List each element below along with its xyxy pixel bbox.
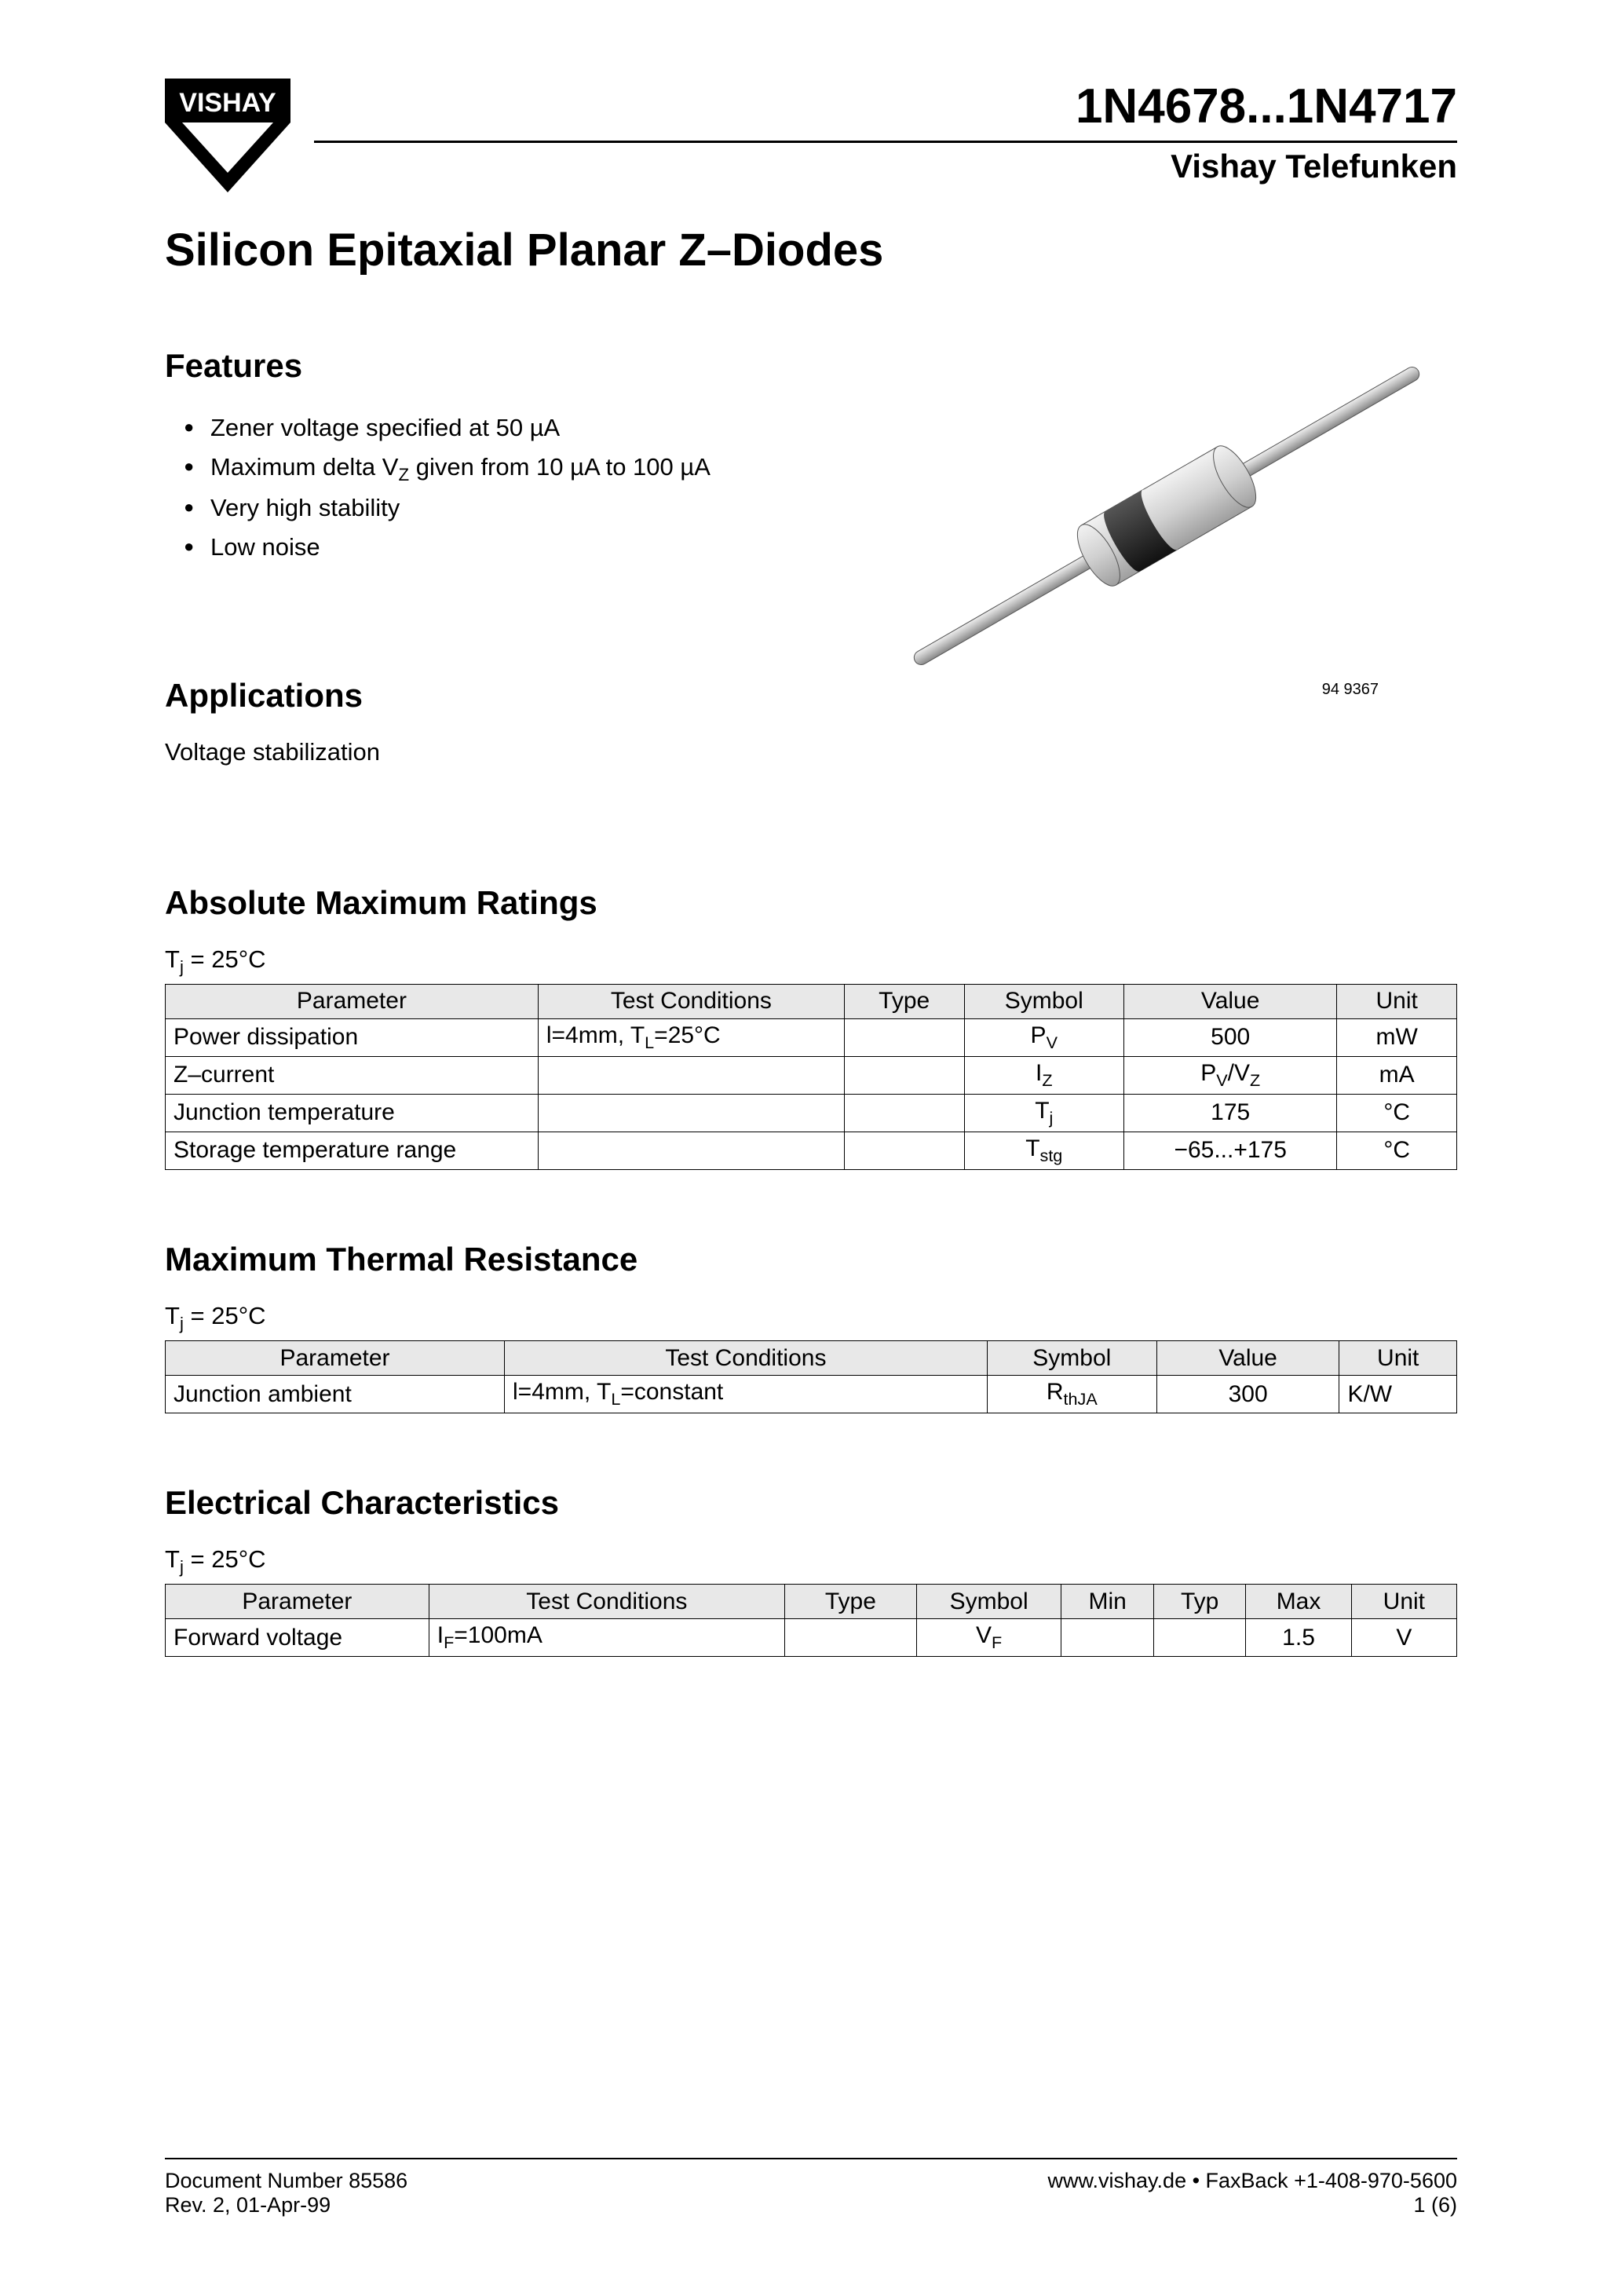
col-header: Test Conditions bbox=[429, 1585, 784, 1619]
feature-item: Low noise bbox=[184, 528, 829, 567]
thermal-condition: Tj = 25°C bbox=[165, 1302, 1457, 1334]
applications-heading: Applications bbox=[165, 677, 829, 715]
table-row: Forward voltage IF=100mA VF 1.5 V bbox=[166, 1619, 1457, 1657]
table-row: Power dissipation l=4mm, TL=25°C PV 500 … bbox=[166, 1018, 1457, 1056]
ratings-table: Parameter Test Conditions Type Symbol Va… bbox=[165, 984, 1457, 1170]
page-number: 1 (6) bbox=[1048, 2193, 1457, 2217]
brand-subtitle: Vishay Telefunken bbox=[314, 148, 1457, 185]
page-footer: Document Number 85586 Rev. 2, 01-Apr-99 … bbox=[165, 2158, 1457, 2217]
electrical-heading: Electrical Characteristics bbox=[165, 1484, 1457, 1522]
ratings-heading: Absolute Maximum Ratings bbox=[165, 884, 1457, 922]
col-header: Value bbox=[1156, 1341, 1339, 1376]
col-header: Unit bbox=[1337, 984, 1457, 1018]
footer-url: www.vishay.de • FaxBack +1-408-970-5600 bbox=[1048, 2169, 1457, 2193]
thermal-heading: Maximum Thermal Resistance bbox=[165, 1241, 1457, 1278]
col-header: Typ bbox=[1153, 1585, 1245, 1619]
col-header: Max bbox=[1246, 1585, 1351, 1619]
electrical-section: Electrical Characteristics Tj = 25°C Par… bbox=[165, 1484, 1457, 1657]
thermal-table: Parameter Test Conditions Symbol Value U… bbox=[165, 1340, 1457, 1413]
col-header: Type bbox=[784, 1585, 916, 1619]
table-header-row: Parameter Test Conditions Symbol Value U… bbox=[166, 1341, 1457, 1376]
col-header: Type bbox=[844, 984, 964, 1018]
feature-item: Zener voltage specified at 50 µA bbox=[184, 408, 829, 448]
diode-illustration bbox=[876, 347, 1457, 685]
table-header-row: Parameter Test Conditions Type Symbol Va… bbox=[166, 984, 1457, 1018]
doc-number: Document Number 85586 bbox=[165, 2169, 407, 2193]
col-header: Parameter bbox=[166, 984, 539, 1018]
col-header: Symbol bbox=[916, 1585, 1061, 1619]
table-header-row: Parameter Test Conditions Type Symbol Mi… bbox=[166, 1585, 1457, 1619]
col-header: Parameter bbox=[166, 1341, 505, 1376]
ratings-section: Absolute Maximum Ratings Tj = 25°C Param… bbox=[165, 884, 1457, 1170]
revision: Rev. 2, 01-Apr-99 bbox=[165, 2193, 407, 2217]
col-header: Unit bbox=[1339, 1341, 1457, 1376]
ratings-condition: Tj = 25°C bbox=[165, 945, 1457, 978]
logo-text: VISHAY bbox=[179, 88, 276, 118]
thermal-section: Maximum Thermal Resistance Tj = 25°C Par… bbox=[165, 1241, 1457, 1413]
features-list: Zener voltage specified at 50 µA Maximum… bbox=[165, 408, 829, 567]
col-header: Symbol bbox=[964, 984, 1124, 1018]
col-header: Test Conditions bbox=[538, 984, 844, 1018]
col-header: Test Conditions bbox=[505, 1341, 988, 1376]
features-heading: Features bbox=[165, 347, 829, 385]
part-number: 1N4678...1N4717 bbox=[314, 79, 1457, 143]
col-header: Parameter bbox=[166, 1585, 429, 1619]
col-header: Unit bbox=[1351, 1585, 1456, 1619]
feature-item: Maximum delta VZ given from 10 µA to 100… bbox=[184, 448, 829, 489]
col-header: Symbol bbox=[987, 1341, 1156, 1376]
table-row: Storage temperature range Tstg −65...+17… bbox=[166, 1132, 1457, 1169]
page-title: Silicon Epitaxial Planar Z–Diodes bbox=[165, 224, 1457, 276]
electrical-condition: Tj = 25°C bbox=[165, 1545, 1457, 1578]
electrical-table: Parameter Test Conditions Type Symbol Mi… bbox=[165, 1584, 1457, 1657]
applications-text: Voltage stabilization bbox=[165, 738, 829, 766]
table-row: Junction ambient l=4mm, TL=constant RthJ… bbox=[166, 1376, 1457, 1413]
vishay-logo: VISHAY bbox=[165, 79, 290, 192]
table-row: Z–current IZ PV/VZ mA bbox=[166, 1056, 1457, 1094]
col-header: Value bbox=[1124, 984, 1337, 1018]
table-row: Junction temperature Tj 175 °C bbox=[166, 1094, 1457, 1132]
header: VISHAY 1N4678...1N4717 Vishay Telefunken bbox=[165, 79, 1457, 192]
col-header: Min bbox=[1061, 1585, 1153, 1619]
feature-item: Very high stability bbox=[184, 488, 829, 528]
